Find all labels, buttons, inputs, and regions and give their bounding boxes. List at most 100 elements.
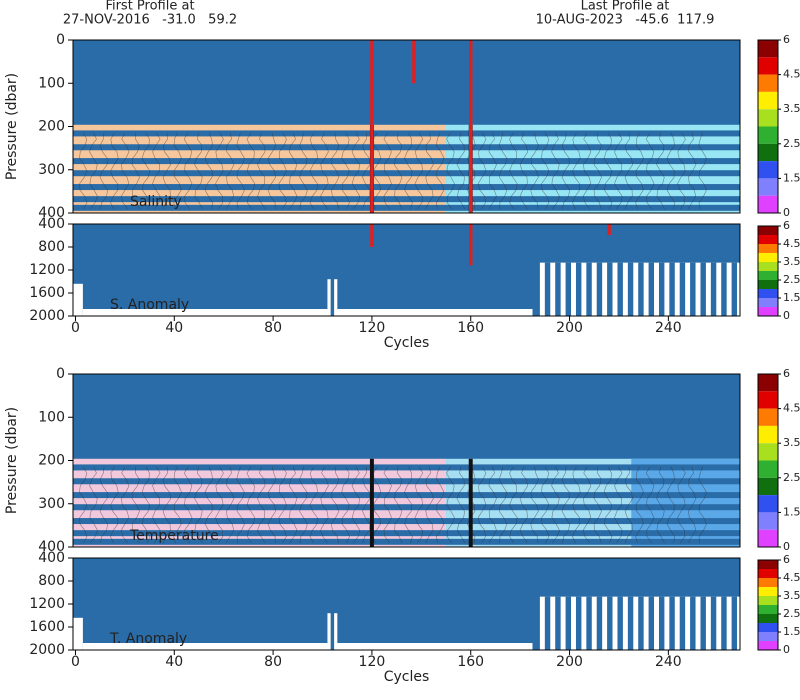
profile-column — [648, 262, 655, 316]
profile-column — [555, 596, 561, 650]
profile-column — [721, 262, 727, 316]
contours — [79, 132, 707, 210]
profile-column — [544, 262, 551, 316]
y-tick-label: 100 — [38, 409, 65, 425]
section-image — [73, 40, 740, 213]
stripe — [73, 518, 740, 525]
y-tick-label: 1200 — [29, 262, 65, 278]
profile-column — [731, 262, 738, 316]
y-tick-label: 800 — [38, 573, 65, 589]
x-tick-label: 80 — [264, 320, 282, 336]
y-tick-label: 2000 — [29, 642, 65, 658]
colorbar-cell — [758, 178, 778, 196]
flag-line — [370, 40, 374, 213]
profile-column — [575, 596, 582, 650]
profile-column — [565, 596, 572, 650]
colorbar-frame — [757, 225, 779, 317]
x-axis-title: Cycles — [384, 669, 430, 685]
colorbar-frame — [757, 39, 779, 214]
no-data — [73, 283, 83, 316]
profile-column — [638, 596, 644, 650]
y-tick-label: 200 — [38, 119, 65, 135]
stripe — [73, 130, 740, 137]
stripe — [73, 530, 740, 537]
colorbar-label: 1.5 — [783, 625, 800, 638]
colorbar-cell — [758, 253, 778, 262]
x-axis-title: Cycles — [384, 335, 430, 351]
x-tick-label: 40 — [165, 654, 183, 670]
profile-column — [544, 596, 551, 650]
colorbar-cell — [758, 477, 778, 496]
colorbar-cell — [758, 289, 778, 298]
colorbar-label: 1.5 — [783, 171, 800, 184]
colorbar-cell — [758, 74, 778, 92]
panel: 0 100 200 300 400 Pressure (dbar) Temperature 0… — [4, 366, 800, 555]
profile-column — [669, 262, 675, 316]
profile-column — [596, 596, 603, 650]
x-tick-label: 200 — [556, 654, 583, 670]
profile-column — [575, 262, 582, 316]
flag-line — [469, 40, 473, 213]
colorbar-cell — [758, 280, 778, 289]
colorbar-cell — [758, 425, 778, 444]
section-image — [73, 374, 740, 547]
stripe — [73, 538, 740, 545]
y-tick-label: 0 — [56, 366, 65, 382]
panel-label: T. Anomaly — [109, 631, 187, 647]
panel-label: Temperature — [129, 528, 219, 544]
stripe — [73, 184, 740, 191]
panel: 400 800 1200 1600 2000 0 40 80 120 160 200 240 Cycle… — [29, 550, 800, 685]
x-tick-label: 40 — [165, 320, 183, 336]
first-profile-info: 27-NOV-2016 -31.0 59.2 — [63, 13, 237, 28]
stripe — [73, 504, 740, 511]
colorbar-label: 2.5 — [783, 607, 800, 620]
stripe — [73, 158, 740, 165]
colorbar-label: 2.5 — [783, 273, 800, 286]
colorbar-label: 3.5 — [783, 436, 800, 449]
profile-column — [679, 596, 686, 650]
colorbar-cell — [758, 623, 778, 632]
stripe — [73, 478, 740, 485]
stripe — [73, 170, 740, 177]
colorbar-cell — [758, 460, 778, 478]
section-image — [73, 224, 740, 316]
y-tick-label: 400 — [38, 216, 65, 232]
profile-column — [617, 596, 623, 650]
colorbar-cell — [758, 529, 778, 547]
colorbar-cell — [758, 161, 778, 179]
colorbar-cell — [758, 57, 778, 75]
no-data — [82, 643, 533, 650]
y-tick-label: 200 — [38, 453, 65, 469]
profile-column — [596, 262, 603, 316]
x-tick-label: 160 — [457, 654, 484, 670]
y-tick-label: 300 — [38, 496, 65, 512]
colorbar-cell — [758, 244, 778, 253]
colorbar-label: 4.5 — [783, 571, 800, 584]
colorbar-cell — [758, 143, 778, 162]
stripe — [73, 196, 740, 203]
colorbar-cell — [758, 298, 778, 307]
profile-column — [627, 262, 634, 316]
colorbar-label: 4.5 — [783, 237, 800, 250]
flag-line — [607, 224, 611, 236]
profile-column — [586, 262, 592, 316]
bad-profile — [468, 458, 473, 547]
bad-profile — [369, 458, 374, 547]
colorbar-cell — [758, 408, 778, 426]
panel: 0 100 200 300 400 Pressure (dbar) Salinity 0 1.5… — [4, 32, 800, 221]
profile-column — [607, 596, 613, 650]
colorbar-cell — [758, 578, 778, 587]
profile-column — [710, 596, 717, 650]
profile-column — [690, 596, 696, 650]
colorbar-cell — [758, 195, 778, 213]
x-tick-label: 120 — [359, 320, 386, 336]
colorbar-label: 2.5 — [783, 137, 800, 150]
flag-line — [370, 224, 374, 247]
colorbar-label: 0 — [783, 643, 790, 656]
colorbar-cell — [758, 226, 778, 235]
contours — [79, 466, 707, 544]
x-tick-label: 240 — [655, 654, 682, 670]
profile-column — [700, 596, 706, 650]
profile-column — [330, 274, 335, 316]
stripe — [73, 492, 740, 499]
